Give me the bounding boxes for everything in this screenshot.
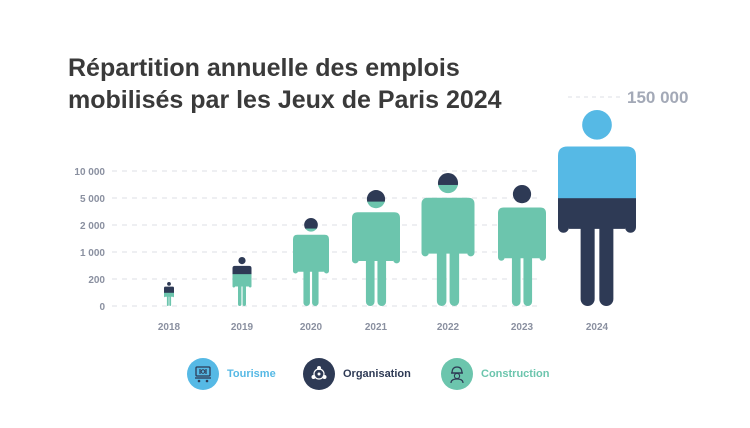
- chart-title-line-1: Répartition annuelle des emplois: [68, 54, 460, 82]
- y-tick-label: 200: [88, 275, 105, 286]
- figure-segment-organisation: [164, 282, 174, 294]
- figure-segment-organisation: [558, 198, 636, 306]
- person-figure-2021: [352, 190, 400, 306]
- figure-segment-organisation: [498, 185, 546, 205]
- y-tick-label: 0: [99, 302, 105, 313]
- x-tick-label: 2021: [365, 322, 388, 333]
- person-figure-2019: [232, 257, 252, 306]
- person-figure-2023: [498, 185, 546, 306]
- legend-label-organisation: Organisation: [343, 368, 411, 380]
- figure-segment-organisation: [232, 257, 252, 275]
- legend-item-construction: Construction: [441, 357, 549, 391]
- worker-icon: [441, 358, 473, 390]
- top-value-label: 150 000: [627, 88, 688, 107]
- figure-segment-construction: [421, 184, 475, 306]
- legend-label-construction: Construction: [481, 368, 550, 380]
- figure-segment-construction: [164, 292, 174, 306]
- person-figure-2022: [421, 173, 475, 306]
- y-tick-label: 2 000: [80, 221, 105, 232]
- legend-item-organisation: Organisation: [303, 357, 411, 391]
- person-figure-2024: [558, 110, 636, 306]
- chart-title-line-2: mobilisés par les Jeux de Paris 2024: [68, 86, 502, 114]
- legend-label-tourisme: Tourisme: [227, 368, 276, 380]
- figure-segment-construction: [232, 274, 252, 306]
- figure-segment-construction: [293, 228, 329, 307]
- y-tick-label: 5 000: [80, 194, 105, 205]
- dining-icon: [187, 358, 219, 390]
- chart-title: Répartition annuelle des emplois mobilis…: [68, 52, 548, 116]
- legend-item-tourisme: Tourisme: [187, 357, 276, 391]
- x-tick-label: 2022: [437, 322, 460, 333]
- x-tick-label: 2020: [300, 322, 323, 333]
- network-icon: [303, 358, 335, 390]
- figure-segment-organisation: [293, 218, 329, 230]
- figure-segment-construction: [498, 204, 546, 306]
- person-figure-2018: [164, 282, 174, 306]
- x-tick-label: 2018: [158, 322, 181, 333]
- person-figure-2020: [293, 218, 329, 307]
- figure-segment-construction: [352, 201, 400, 306]
- figure-segment-organisation: [352, 190, 400, 203]
- figure-segment-organisation: [421, 173, 475, 186]
- x-tick-label: 2019: [231, 322, 254, 333]
- y-tick-label: 1 000: [80, 248, 105, 259]
- x-tick-label: 2024: [586, 322, 609, 333]
- y-tick-label: 10 000: [74, 167, 105, 178]
- x-tick-label: 2023: [511, 322, 534, 333]
- figure-segment-tourisme: [558, 110, 636, 199]
